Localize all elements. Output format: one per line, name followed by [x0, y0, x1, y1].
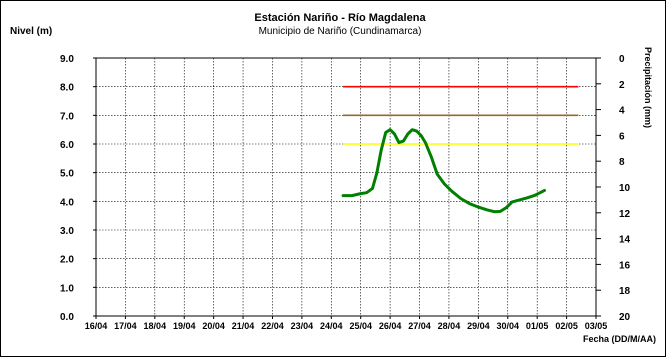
x-tick-label: 30/04 — [496, 321, 519, 331]
y-tick-label: 6.0 — [60, 140, 74, 151]
y-tick-label: 2.0 — [60, 255, 74, 266]
y2-tick-label: 10 — [619, 183, 631, 194]
x-tick-label: 18/04 — [144, 321, 167, 331]
y-tick-label: 5.0 — [60, 169, 74, 180]
x-tick-label: 01/05 — [526, 321, 549, 331]
x-tick-label: 26/04 — [379, 321, 402, 331]
grid-layer — [95, 57, 597, 317]
x-tick-label: 28/04 — [438, 321, 461, 331]
y-tick-label: 4.0 — [60, 197, 74, 208]
y2-axis-label: Precipitación (mm) — [643, 47, 653, 128]
x-tick-label: 17/04 — [114, 321, 137, 331]
x-tick-label: 20/04 — [202, 321, 225, 331]
plot-area-border — [95, 57, 597, 317]
x-tick-label: 23/04 — [291, 321, 314, 331]
chart-subtitle: Municipio de Nariño (Cundinamarca) — [259, 26, 422, 37]
y2-tick-label: 14 — [619, 235, 631, 246]
x-tick-label: 29/04 — [467, 321, 490, 331]
y-tick-label: 7.0 — [60, 111, 74, 122]
tick-label-layer: 0.0 1.0 2.0 3.0 4.0 5.0 6.0 7.0 8.0 9.0 0 2 4 6 8 10 12 1… — [60, 54, 631, 331]
x-tick-label: 02/05 — [555, 321, 578, 331]
series-layer — [341, 128, 546, 214]
y2-tick-label: 0 — [619, 54, 625, 65]
y2-tick-label: 16 — [619, 260, 631, 271]
x-tick-label: 24/04 — [320, 321, 343, 331]
y2-tick-label: 12 — [619, 209, 631, 220]
y2-tick-label: 8 — [619, 157, 625, 168]
y-tick-label: 3.0 — [60, 226, 74, 237]
y-tick-label: 0.0 — [60, 312, 74, 323]
y-tick-label: 1.0 — [60, 283, 74, 294]
y2-tick-label: 4 — [619, 106, 625, 117]
x-tick-label: 25/04 — [349, 321, 372, 331]
x-tick-label: 27/04 — [408, 321, 431, 331]
y2-tick-label: 20 — [619, 312, 631, 323]
axis-layer — [93, 57, 601, 319]
x-axis-label: Fecha (DD/M/AA) — [583, 334, 656, 344]
x-tick-label: 22/04 — [261, 321, 284, 331]
x-tick-label: 16/04 — [85, 321, 108, 331]
x-tick-label: 21/04 — [232, 321, 255, 331]
y-axis-label: Nivel (m) — [10, 26, 52, 37]
x-tick-label: 19/04 — [173, 321, 196, 331]
y-tick-label: 8.0 — [60, 83, 74, 94]
series-line-0 — [341, 128, 546, 214]
threshold-layer — [343, 85, 579, 145]
y2-tick-label: 2 — [619, 80, 625, 91]
x-tick-label: 03/05 — [585, 321, 608, 331]
y2-tick-label: 18 — [619, 286, 631, 297]
chart-title: Estación Nariño - Río Magdalena — [254, 12, 426, 24]
y-tick-label: 9.0 — [60, 54, 74, 65]
y2-tick-label: 6 — [619, 131, 625, 142]
